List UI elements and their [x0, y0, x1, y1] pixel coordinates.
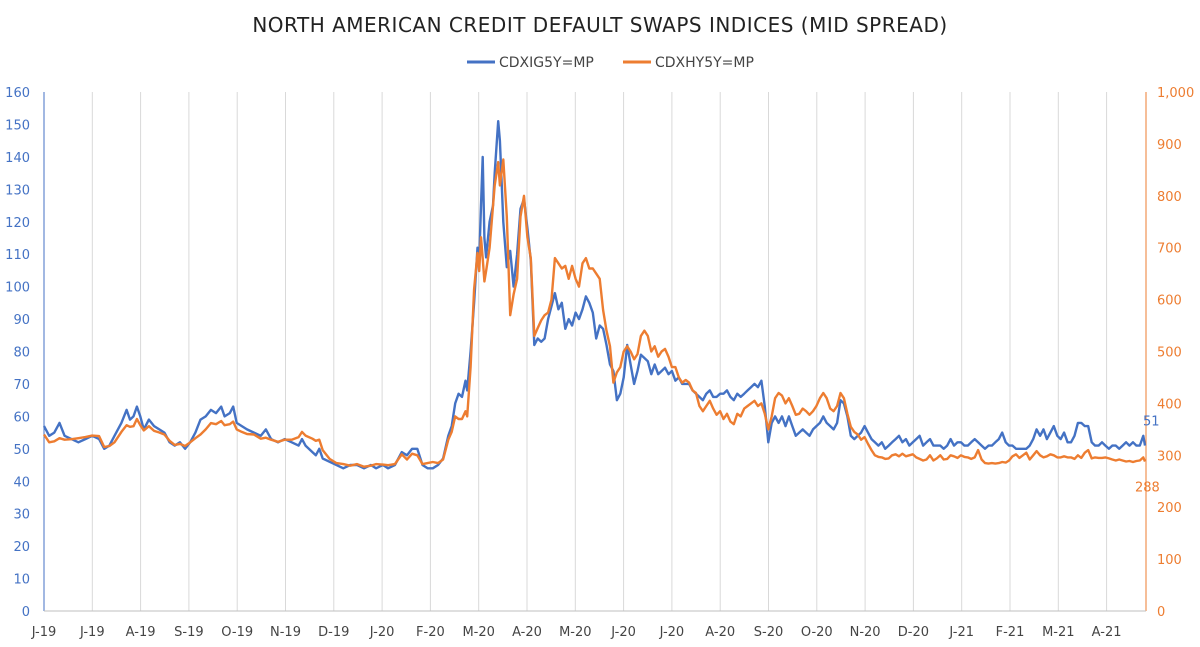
right-tick-label: 800 — [1157, 190, 1182, 205]
right-tick-label: 1,000 — [1157, 86, 1194, 101]
x-tick-label: J-20 — [659, 625, 685, 640]
left-tick-label: 90 — [13, 313, 30, 328]
x-tick-label: A-19 — [126, 625, 156, 640]
left-tick-label: 80 — [13, 346, 30, 361]
series-line-cdxhy5y-mp — [43, 158, 1147, 468]
x-tick-label: J-21 — [948, 625, 974, 640]
left-tick-label: 70 — [13, 378, 30, 393]
tick-layer: 0 10 20 30 40 50 60 70 80 90 100 110 120 130 140 150 160… — [5, 86, 1194, 640]
chart-title: NORTH AMERICAN CREDIT DEFAULT SWAPS INDI… — [252, 13, 947, 37]
x-tick-label: M-20 — [559, 625, 591, 640]
x-tick-label: A-20 — [512, 625, 542, 640]
legend-label: CDXHY5Y=MP — [655, 55, 754, 71]
left-tick-label: 10 — [13, 573, 30, 588]
right-tick-label: 900 — [1157, 138, 1182, 153]
right-tick-label: 300 — [1157, 449, 1182, 464]
left-tick-label: 20 — [13, 540, 30, 555]
x-tick-label: F-20 — [416, 625, 445, 640]
right-tick-label: 0 — [1157, 605, 1165, 620]
series-end-label: 288 — [1135, 481, 1160, 496]
right-tick-label: 600 — [1157, 294, 1182, 309]
series-end-label: 51 — [1143, 415, 1160, 430]
left-tick-label: 150 — [5, 118, 30, 133]
right-tick-label: 400 — [1157, 397, 1182, 412]
left-tick-label: 120 — [5, 216, 30, 231]
left-tick-label: 40 — [13, 475, 30, 490]
gridlines — [91, 92, 1108, 611]
right-tick-label: 200 — [1157, 501, 1182, 516]
right-tick-label: 700 — [1157, 242, 1182, 257]
right-tick-label: 500 — [1157, 346, 1182, 361]
x-tick-label: J-19 — [79, 625, 105, 640]
x-tick-label: S-20 — [754, 625, 784, 640]
left-tick-label: 60 — [13, 410, 30, 425]
x-tick-label: J-20 — [610, 625, 636, 640]
left-tick-label: 140 — [5, 151, 30, 166]
legend: CDXIG5Y=MP CDXHY5Y=MP — [467, 55, 754, 71]
x-tick-label: J-20 — [369, 625, 395, 640]
legend-label: CDXIG5Y=MP — [499, 55, 594, 71]
x-tick-label: M-20 — [462, 625, 494, 640]
x-tick-label: O-20 — [801, 625, 833, 640]
x-tick-label: A-20 — [705, 625, 735, 640]
right-tick-label: 100 — [1157, 553, 1182, 568]
x-tick-label: D-19 — [318, 625, 349, 640]
left-tick-label: 110 — [5, 248, 30, 263]
x-tick-label: F-21 — [996, 625, 1025, 640]
left-tick-label: 130 — [5, 183, 30, 198]
x-tick-label: N-20 — [850, 625, 881, 640]
x-tick-label: O-19 — [221, 625, 253, 640]
left-tick-label: 100 — [5, 281, 30, 296]
x-tick-label: S-19 — [174, 625, 204, 640]
left-tick-label: 30 — [13, 508, 30, 523]
axes — [43, 92, 1147, 612]
left-tick-label: 160 — [5, 86, 30, 101]
x-tick-label: J-19 — [31, 625, 57, 640]
left-tick-label: 50 — [13, 443, 30, 458]
x-tick-label: D-20 — [898, 625, 929, 640]
x-tick-label: M-21 — [1042, 625, 1074, 640]
series-layer — [42, 120, 1147, 470]
series-line-cdxig5y-mp — [42, 120, 1147, 470]
x-tick-label: N-19 — [270, 625, 301, 640]
x-tick-label: A-21 — [1092, 625, 1122, 640]
left-tick-label: 0 — [22, 605, 30, 620]
